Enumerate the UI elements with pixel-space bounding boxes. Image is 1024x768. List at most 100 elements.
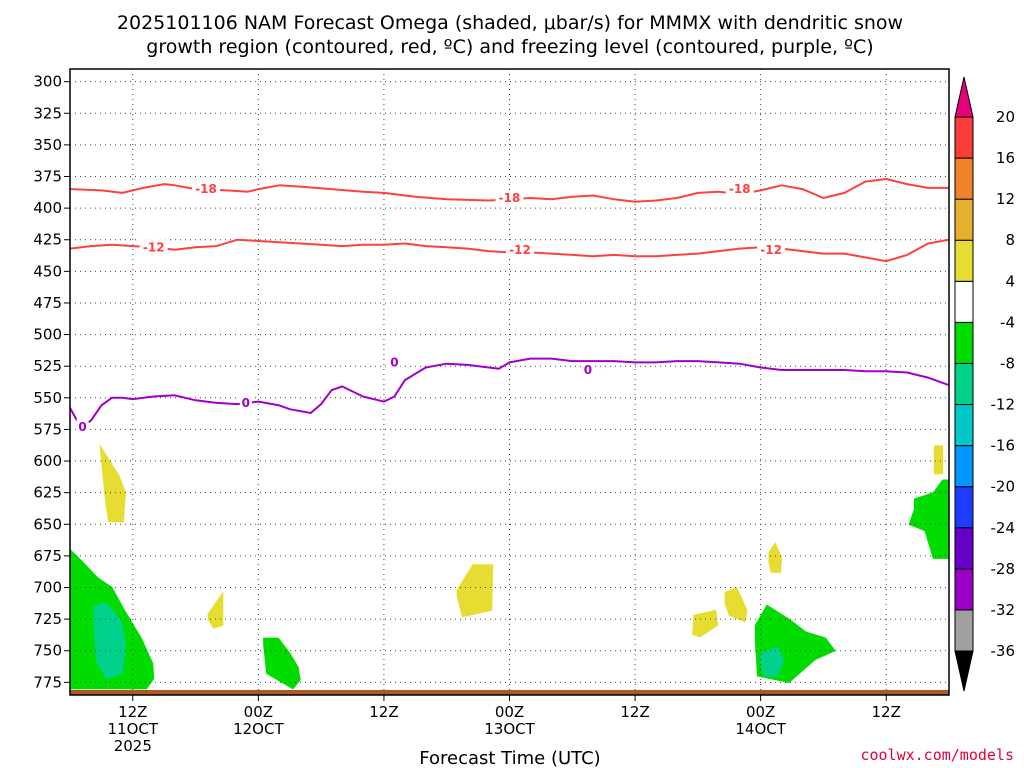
y-tick-label: 500 (33, 326, 62, 344)
omega-shaded-region-4 (207, 590, 224, 629)
colorbar-swatch (954, 445, 974, 488)
colorbar-swatch (954, 568, 974, 611)
colorbar-swatch (954, 239, 974, 282)
contour-label-bg (581, 361, 594, 377)
freezing-level-contour (70, 357, 949, 428)
y-tick-label: 750 (33, 642, 62, 660)
colorbar-label: -4 (1000, 313, 1015, 331)
contour-label-bg (725, 181, 754, 197)
y-tick-label: 550 (33, 389, 62, 407)
y-tick-label: 675 (33, 547, 62, 565)
colorbar-label: -16 (991, 437, 1016, 455)
omega-shaded-region-5 (263, 637, 301, 690)
credit-text: coolwx.com/models (860, 746, 1014, 764)
contour-label-bg (757, 241, 786, 257)
colorbar-label: -36 (991, 642, 1016, 660)
contour-label-bg (388, 354, 401, 370)
contour-label-bg (76, 418, 89, 434)
colorbar-swatch (954, 198, 974, 241)
x-tick-label: 00Z (244, 703, 273, 721)
colorbar-swatch (954, 486, 974, 529)
omega-shaded-region-8 (724, 586, 748, 623)
y-tick-label: 625 (33, 484, 62, 502)
x-tick-label: 11OCT (108, 720, 159, 738)
contour-label-bg (192, 181, 221, 197)
y-tick-label: 775 (33, 673, 62, 691)
y-tick-label: 350 (33, 136, 62, 154)
colorbar-label: -24 (991, 519, 1016, 537)
colorbar-label: -12 (991, 396, 1016, 414)
x-tick-label: 12Z (620, 703, 649, 721)
x-tick-label: 12Z (872, 703, 901, 721)
x-tick-label: 2025 (114, 737, 152, 755)
contour-label: -18 (499, 191, 521, 205)
colorbar-label: 8 (1005, 231, 1015, 249)
contour-label-bg (505, 241, 534, 257)
contour-label-bg (139, 239, 168, 255)
y-tick-label: 525 (33, 357, 62, 375)
contour-label-bg (239, 394, 252, 410)
contour-label: -18 (195, 182, 217, 196)
colorbar-swatch (954, 321, 974, 364)
freezing-level-label: 0 (242, 396, 250, 410)
colorbar-label: 16 (996, 149, 1015, 167)
y-tick-label: 425 (33, 231, 62, 249)
contour-label: -12 (509, 243, 531, 257)
x-tick-label: 12Z (369, 703, 398, 721)
terrain-fill (70, 689, 949, 695)
colorbar-swatch (954, 157, 974, 200)
plot-fills (70, 444, 949, 695)
y-tick-label: 600 (33, 452, 62, 470)
colorbar-lower-triangle (954, 650, 974, 692)
colorbar-swatch (954, 609, 974, 652)
chart-title-line-2: growth region (contoured, red, ºC) and f… (146, 36, 873, 58)
colorbar-label: 20 (996, 108, 1015, 126)
colorbar: -36 -32 -28 -24 -20 -16 -12 -8 -4 4 8 12 16 20 (954, 76, 1016, 692)
colorbar-label: -28 (991, 560, 1016, 578)
freezing-level-label: 0 (584, 363, 592, 377)
omega-shaded-region-9 (768, 542, 783, 573)
omega-shaded-region-11 (760, 646, 785, 677)
x-tick-label: 00Z (495, 703, 524, 721)
x-tick-label: 00Z (746, 703, 775, 721)
x-tick-label: 14OCT (735, 720, 786, 738)
colorbar-label: 12 (996, 190, 1015, 208)
chart-title-line-1: 2025101106 NAM Forecast Omega (shaded, μ… (117, 12, 903, 34)
y-tick-label: 650 (33, 515, 62, 533)
x-tick-label: 12Z (118, 703, 147, 721)
colorbar-label: -32 (991, 601, 1016, 619)
plot-contours: -18 -18 -18 -12 -12 -12 0 0 0 0 (70, 178, 949, 434)
colorbar-swatch (954, 362, 974, 406)
contour-label: -12 (760, 243, 782, 257)
omega-shaded-region-7 (692, 609, 719, 638)
colorbar-label: 4 (1005, 272, 1015, 290)
contour-label-bg (495, 189, 524, 205)
freezing-level-label: 0 (78, 420, 86, 434)
y-tick-label: 475 (33, 294, 62, 312)
y-tick-label: 725 (33, 610, 62, 628)
colorbar-swatch (954, 404, 974, 447)
colorbar-swatch (954, 527, 974, 570)
y-tick-label: 450 (33, 262, 62, 280)
y-tick-label: 325 (33, 104, 62, 122)
y-tick-label: 375 (33, 167, 62, 185)
omega-shaded-region-6 (456, 564, 494, 618)
x-tick-label: 13OCT (484, 720, 535, 738)
y-axis: 300 325 350 375 400 425 450 475 500 525 550 575 600 6… (33, 73, 70, 691)
colorbar-label: -8 (1000, 354, 1015, 372)
omega-shaded-region-12 (908, 479, 949, 559)
y-tick-label: 700 (33, 579, 62, 597)
y-tick-label: 300 (33, 73, 62, 91)
freezing-level-label: 0 (390, 355, 398, 369)
y-tick-label: 575 (33, 420, 62, 438)
omega-shaded-region-13 (933, 445, 944, 475)
omega-shaded-region-1 (99, 444, 127, 523)
colorbar-upper-triangle (954, 76, 974, 118)
colorbar-swatch (954, 116, 974, 159)
y-tick-label: 400 (33, 199, 62, 217)
colorbar-swatch (954, 280, 974, 323)
contour-label: -18 (729, 182, 751, 196)
